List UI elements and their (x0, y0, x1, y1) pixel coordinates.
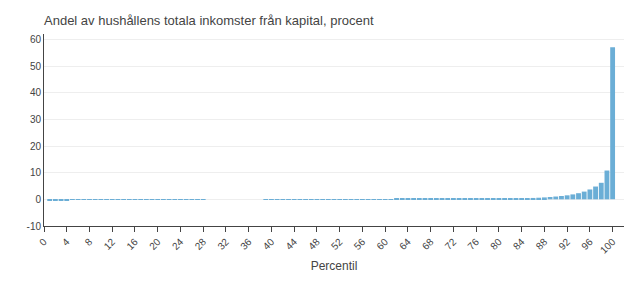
svg-text:64: 64 (397, 236, 413, 252)
svg-text:8: 8 (83, 236, 95, 248)
svg-text:44: 44 (284, 236, 300, 252)
svg-text:-10: -10 (27, 221, 42, 232)
svg-text:72: 72 (443, 236, 459, 252)
svg-text:24: 24 (170, 236, 186, 252)
svg-text:76: 76 (465, 236, 481, 252)
svg-text:40: 40 (261, 236, 277, 252)
svg-text:52: 52 (329, 236, 345, 252)
svg-text:92: 92 (556, 236, 572, 252)
svg-text:Percentil: Percentil (311, 259, 358, 273)
svg-text:56: 56 (352, 236, 368, 252)
svg-text:100: 100 (598, 236, 618, 256)
svg-text:68: 68 (420, 236, 436, 252)
svg-text:32: 32 (215, 236, 231, 252)
svg-text:50: 50 (30, 61, 42, 72)
svg-text:96: 96 (579, 236, 595, 252)
svg-text:28: 28 (193, 236, 209, 252)
svg-text:40: 40 (30, 87, 42, 98)
svg-text:88: 88 (534, 236, 550, 252)
svg-text:10: 10 (30, 167, 42, 178)
svg-text:20: 20 (30, 141, 42, 152)
svg-text:4: 4 (60, 236, 72, 248)
svg-text:12: 12 (102, 236, 118, 252)
svg-text:84: 84 (511, 236, 527, 252)
svg-text:Andel av hushållens totala ink: Andel av hushållens totala inkomster frå… (44, 13, 374, 28)
svg-text:30: 30 (30, 114, 42, 125)
svg-text:36: 36 (238, 236, 254, 252)
svg-text:48: 48 (306, 236, 322, 252)
svg-text:16: 16 (124, 236, 140, 252)
svg-text:60: 60 (30, 34, 42, 45)
svg-text:0: 0 (37, 236, 49, 248)
svg-text:80: 80 (488, 236, 504, 252)
svg-text:60: 60 (374, 236, 390, 252)
svg-text:20: 20 (147, 236, 163, 252)
svg-text:0: 0 (35, 194, 41, 205)
